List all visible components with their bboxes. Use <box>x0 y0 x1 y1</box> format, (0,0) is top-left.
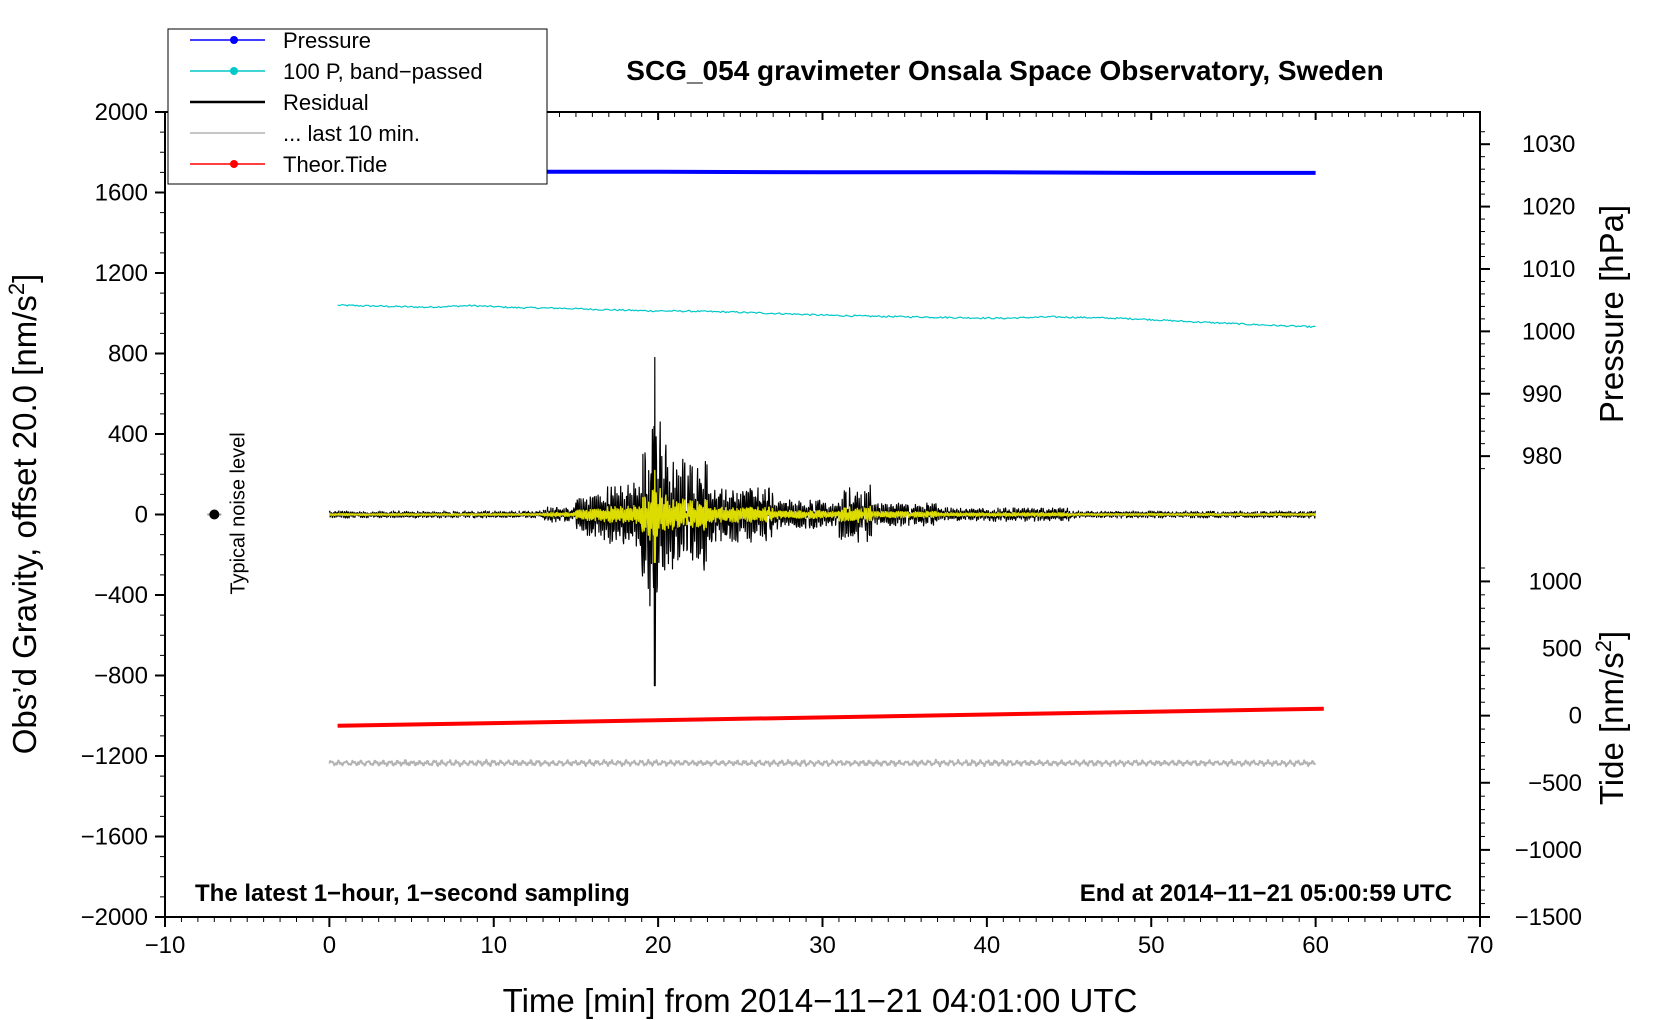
x-tick-label: 70 <box>1467 932 1494 959</box>
noise-level-dot <box>209 509 220 520</box>
x-tick-label: 0 <box>323 932 336 959</box>
noise-level-label: Typical noise level <box>227 432 249 594</box>
residual-filtered-series-line <box>329 469 1316 564</box>
x-tick-label: 30 <box>809 932 836 959</box>
noise-indicator: Typical noise level <box>207 432 249 595</box>
tide-axis-title-text: Tide [nm/s <box>1593 652 1630 805</box>
x-tick-label: 50 <box>1138 932 1165 959</box>
pressure-tick-label: 990 <box>1522 381 1562 408</box>
pressure-tick-label: 1020 <box>1522 194 1575 221</box>
y-tick-label: 800 <box>108 341 148 368</box>
legend-box <box>167 28 548 185</box>
last-10-min-series-line <box>328 758 1316 768</box>
sampling-note: The latest 1−hour, 1−second sampling <box>195 880 630 907</box>
y-tick-label: 0 <box>135 502 148 529</box>
y-tick-label: 400 <box>108 421 148 448</box>
tide-axis-title-superscript: 2 <box>1591 640 1616 652</box>
tide-tick-label: −1500 <box>1515 904 1582 931</box>
legend-label: 100 P, band−passed <box>283 59 483 84</box>
y-tick-label: −400 <box>94 582 148 609</box>
legend-label: Theor.Tide <box>283 152 387 177</box>
legend-label: ... last 10 min. <box>283 121 420 146</box>
legend-marker <box>230 67 238 75</box>
pressure-tick-label: 1010 <box>1522 256 1575 283</box>
pressure-axis-title: Pressure [hPa] <box>1593 205 1630 423</box>
bandpassed-pressure-series-line <box>337 303 1316 328</box>
tide-tick-label: −500 <box>1528 770 1582 797</box>
x-axis-title: Time [min] from 2014−11−21 04:01:00 UTC <box>503 982 1138 1019</box>
y-tick-label: −800 <box>94 663 148 690</box>
residual-series-line <box>328 356 1316 687</box>
theoretical-tide-series-line <box>337 706 1324 728</box>
tide-tick-label: 0 <box>1569 703 1582 730</box>
y-tick-label: −2000 <box>81 904 148 931</box>
legend: Pressure 100 P, band−passed Residual ... la… <box>167 28 548 185</box>
axes-layer: −10 0 10 20 30 40 50 60 702000160012008004000−40… <box>81 99 1582 959</box>
pressure-tick-label: 980 <box>1522 443 1562 470</box>
legend-label: Residual <box>283 90 369 115</box>
x-tick-label: 10 <box>480 932 507 959</box>
legend-marker <box>230 160 238 168</box>
tide-tick-label: −1000 <box>1515 837 1582 864</box>
tide-axis-title: Tide [nm/s2] <box>1591 631 1630 805</box>
left-y-axis-title: Obs’d Gravity, offset 20.0 [nm/s2] <box>4 274 43 755</box>
y-tick-label: 1200 <box>95 260 148 287</box>
end-time-note: End at 2014−11−21 05:00:59 UTC <box>1080 880 1452 907</box>
x-tick-label: 40 <box>974 932 1001 959</box>
chart-title: SCG_054 gravimeter Onsala Space Observat… <box>626 55 1383 86</box>
y-tick-label: 2000 <box>95 99 148 126</box>
x-tick-label: 20 <box>645 932 672 959</box>
left-y-axis-title-text: Obs’d Gravity, offset 20.0 [nm/s <box>6 295 43 754</box>
legend-label: Pressure <box>283 28 371 53</box>
tide-tick-label: 1000 <box>1529 568 1582 595</box>
y-tick-label: −1600 <box>81 824 148 851</box>
y-tick-label: −1200 <box>81 743 148 770</box>
tide-tick-label: 500 <box>1542 636 1582 663</box>
pressure-tick-label: 1030 <box>1522 131 1575 158</box>
x-tick-label: −10 <box>145 932 186 959</box>
x-tick-label: 60 <box>1302 932 1329 959</box>
pressure-tick-label: 1000 <box>1522 318 1575 345</box>
y-tick-label: 1600 <box>95 180 148 207</box>
left-y-axis-title-superscript: 2 <box>4 283 29 295</box>
legend-marker <box>230 36 238 44</box>
